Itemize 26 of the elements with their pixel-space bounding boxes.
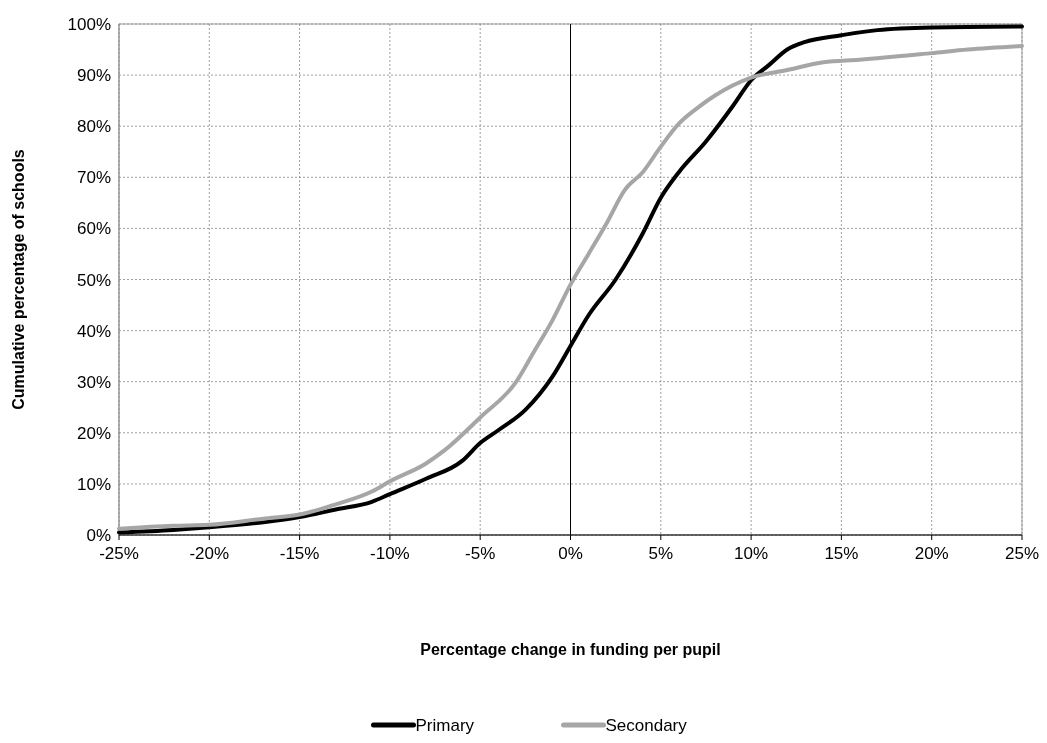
y-tick-label: 100%	[67, 15, 111, 34]
x-tick-label: -15%	[279, 544, 320, 563]
x-tick-label: 10%	[734, 544, 769, 563]
y-tick-label: 90%	[76, 66, 111, 86]
x-axis-title: Percentage change in funding per pupil	[420, 641, 721, 658]
x-tick-label: -10%	[370, 544, 410, 563]
x-tick-label: -5%	[465, 544, 496, 563]
y-tick-label: 0%	[86, 526, 111, 545]
y-tick-label: 50%	[76, 270, 111, 290]
x-tick-label: 20%	[914, 544, 949, 563]
y-tick-label: 40%	[76, 321, 111, 341]
x-tick-label: -25%	[99, 544, 139, 563]
y-tick-label: 80%	[76, 117, 111, 137]
legend-label: Secondary	[605, 716, 688, 735]
x-tick-label: 25%	[1004, 544, 1040, 563]
x-tick-label: 15%	[824, 544, 859, 563]
y-tick-label: 70%	[76, 168, 111, 188]
x-tick-label: -20%	[189, 544, 230, 563]
y-tick-label: 20%	[76, 423, 111, 443]
x-tick-label: 5%	[648, 544, 674, 563]
y-tick-label: 10%	[76, 474, 111, 494]
legend-label: Primary	[415, 716, 475, 735]
y-tick-label: 60%	[76, 219, 111, 239]
x-tick-label: 0%	[558, 544, 583, 563]
y-axis-title: Cumulative percentage of schools	[10, 149, 27, 410]
y-tick-label: 30%	[76, 372, 111, 392]
